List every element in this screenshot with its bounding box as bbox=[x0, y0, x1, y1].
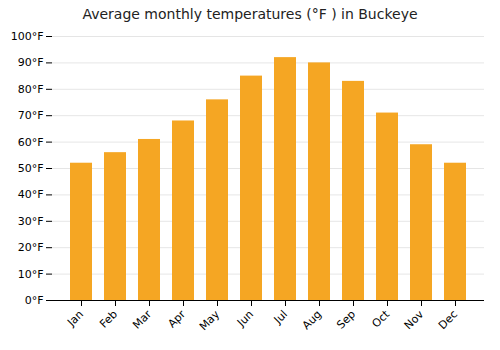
svg-text:20°F: 20°F bbox=[18, 241, 44, 254]
html-text:Average monthly temperatures (: Average monthly temperatures (°F ) in Bu… bbox=[82, 6, 418, 22]
svg-text:40°F: 40°F bbox=[18, 188, 44, 201]
svg-text:80°F: 80°F bbox=[18, 83, 44, 96]
svg-text:10°F: 10°F bbox=[18, 268, 44, 281]
svg-text:Jul: Jul bbox=[271, 308, 290, 327]
svg-text:70°F: 70°F bbox=[18, 109, 44, 122]
svg-text:Nov: Nov bbox=[402, 307, 427, 332]
svg-text:Mar: Mar bbox=[130, 307, 154, 331]
svg-text:Sep: Sep bbox=[334, 308, 358, 332]
svg-text:60°F: 60°F bbox=[18, 136, 44, 149]
svg-text:30°F: 30°F bbox=[18, 215, 44, 228]
svg-text:50°F: 50°F bbox=[18, 162, 44, 175]
svg-text:100°F: 100°F bbox=[11, 30, 44, 43]
svg-text:Feb: Feb bbox=[97, 308, 120, 331]
svg-text:Jan: Jan bbox=[64, 308, 86, 330]
svg-text:0°F: 0°F bbox=[25, 294, 44, 307]
svg-text:Jun: Jun bbox=[234, 308, 256, 330]
svg-text:Aug: Aug bbox=[300, 308, 324, 332]
svg-text:Apr: Apr bbox=[165, 307, 188, 330]
svg-text:Dec: Dec bbox=[436, 308, 460, 332]
svg-text:May: May bbox=[197, 307, 223, 333]
svg-text:90°F: 90°F bbox=[18, 56, 44, 69]
svg-text:Oct: Oct bbox=[369, 307, 392, 330]
